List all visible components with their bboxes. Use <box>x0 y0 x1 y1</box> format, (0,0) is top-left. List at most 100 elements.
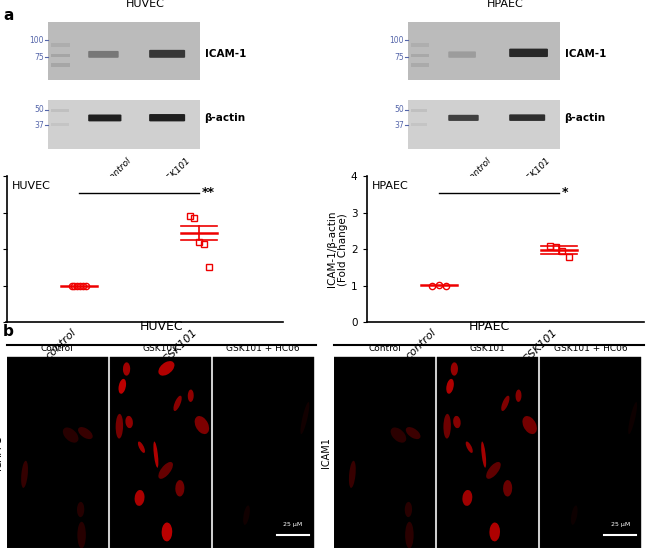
Bar <box>540 357 642 548</box>
Text: ICAM-1: ICAM-1 <box>205 49 246 59</box>
Text: 75: 75 <box>394 53 404 61</box>
Text: b: b <box>3 324 14 339</box>
Text: ICAM-1: ICAM-1 <box>565 49 606 59</box>
Text: 50: 50 <box>34 105 44 114</box>
Ellipse shape <box>465 442 473 453</box>
Text: HUVEC: HUVEC <box>12 181 51 191</box>
Ellipse shape <box>159 361 174 376</box>
Bar <box>411 123 428 126</box>
Y-axis label: ICAM-1/β-actin
(Fold Change): ICAM-1/β-actin (Fold Change) <box>326 211 348 288</box>
Text: 75: 75 <box>34 53 44 61</box>
Ellipse shape <box>450 362 458 376</box>
Text: Control: Control <box>41 343 73 352</box>
FancyBboxPatch shape <box>448 52 476 58</box>
Text: HPAEC: HPAEC <box>468 320 510 333</box>
Bar <box>51 63 70 66</box>
Text: GSK101: GSK101 <box>470 343 506 352</box>
Ellipse shape <box>174 396 182 411</box>
Bar <box>411 43 429 47</box>
Ellipse shape <box>125 416 133 428</box>
Ellipse shape <box>159 462 173 479</box>
Bar <box>437 357 538 548</box>
Text: 37: 37 <box>394 121 404 130</box>
Ellipse shape <box>123 362 130 376</box>
Text: GSK101: GSK101 <box>142 343 178 352</box>
Text: GSK101: GSK101 <box>520 156 552 188</box>
Text: GSK101 + HC06: GSK101 + HC06 <box>226 343 300 352</box>
Bar <box>408 22 560 80</box>
Bar <box>213 357 314 548</box>
Ellipse shape <box>162 522 172 541</box>
Ellipse shape <box>447 379 454 394</box>
Ellipse shape <box>243 505 250 525</box>
Ellipse shape <box>78 427 93 439</box>
Bar <box>48 22 200 80</box>
FancyBboxPatch shape <box>88 51 119 58</box>
Ellipse shape <box>523 416 537 434</box>
Ellipse shape <box>116 414 123 439</box>
Bar <box>51 43 70 47</box>
Ellipse shape <box>489 522 500 541</box>
Ellipse shape <box>405 502 412 517</box>
Bar <box>51 123 69 126</box>
Ellipse shape <box>501 396 510 411</box>
Bar <box>110 357 211 548</box>
Ellipse shape <box>63 428 79 443</box>
FancyBboxPatch shape <box>509 114 545 121</box>
Ellipse shape <box>176 480 185 496</box>
Ellipse shape <box>21 461 28 488</box>
Text: ICAM1: ICAM1 <box>321 437 331 468</box>
Text: HUVEC: HUVEC <box>139 320 183 333</box>
Ellipse shape <box>391 428 406 443</box>
Text: 25 μM: 25 μM <box>283 522 302 527</box>
Ellipse shape <box>571 505 578 525</box>
Text: 25 μM: 25 μM <box>611 522 630 527</box>
Text: ICAM-1: ICAM-1 <box>0 435 3 470</box>
Ellipse shape <box>453 416 461 428</box>
Text: GSK101 + HC06: GSK101 + HC06 <box>554 343 628 352</box>
Bar <box>6 357 107 548</box>
Text: 100: 100 <box>389 35 404 45</box>
Text: β-actin: β-actin <box>565 114 606 124</box>
Ellipse shape <box>188 389 194 402</box>
Ellipse shape <box>138 442 145 453</box>
Ellipse shape <box>405 522 413 548</box>
Title: HUVEC: HUVEC <box>125 0 164 9</box>
Bar <box>51 110 69 112</box>
Ellipse shape <box>443 414 451 439</box>
Text: control: control <box>465 156 493 184</box>
Text: **: ** <box>202 186 214 199</box>
Text: control: control <box>105 156 133 184</box>
Text: GSK101: GSK101 <box>160 156 192 188</box>
Text: Control: Control <box>369 343 401 352</box>
FancyBboxPatch shape <box>448 115 478 121</box>
Ellipse shape <box>628 402 637 434</box>
Bar <box>51 54 70 58</box>
Bar <box>334 357 436 548</box>
FancyBboxPatch shape <box>149 50 185 58</box>
FancyBboxPatch shape <box>88 115 122 121</box>
Ellipse shape <box>300 402 309 434</box>
Ellipse shape <box>486 462 500 479</box>
Bar <box>411 54 429 58</box>
Ellipse shape <box>118 379 126 394</box>
Ellipse shape <box>194 416 209 434</box>
Text: 50: 50 <box>394 105 404 114</box>
Ellipse shape <box>77 522 86 548</box>
Ellipse shape <box>135 490 144 506</box>
Ellipse shape <box>406 427 421 439</box>
Ellipse shape <box>515 389 521 402</box>
Text: β-actin: β-actin <box>205 114 246 124</box>
Bar <box>408 100 560 149</box>
Ellipse shape <box>481 442 486 468</box>
Ellipse shape <box>462 490 473 506</box>
Text: 100: 100 <box>29 35 44 45</box>
Ellipse shape <box>503 480 512 496</box>
Ellipse shape <box>77 502 85 517</box>
Bar <box>411 63 429 66</box>
Text: *: * <box>562 186 568 199</box>
Title: HPAEC: HPAEC <box>487 0 523 9</box>
FancyBboxPatch shape <box>509 49 548 57</box>
Text: a: a <box>3 8 14 23</box>
Ellipse shape <box>349 461 356 488</box>
